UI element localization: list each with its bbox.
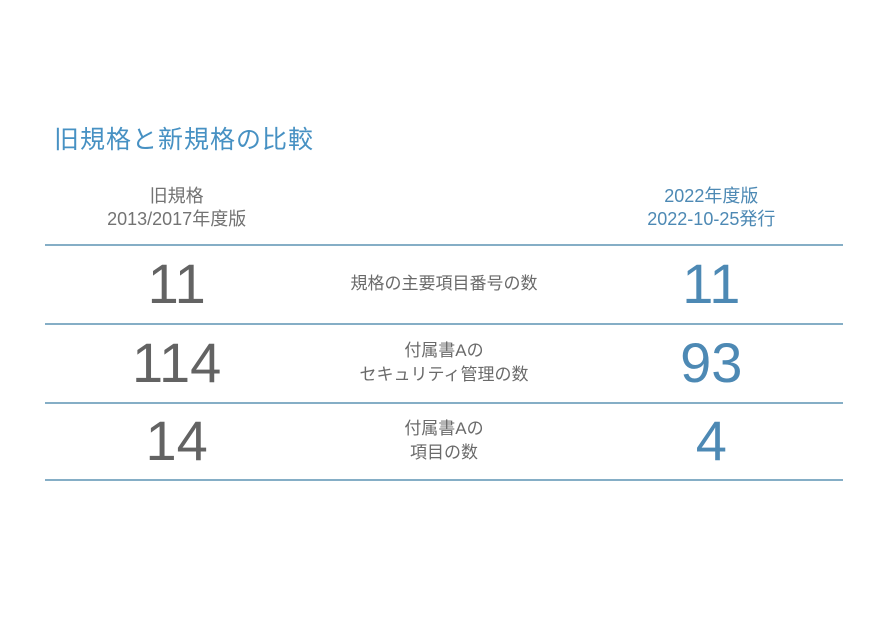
table-row-annex-items: 14 付属書Aの 項目の数 4 [45, 401, 843, 481]
comparison-table: 旧規格 2013/2017年度版 2022年度版 2022-10-25発行 11… [45, 185, 843, 481]
new-annex-items-value: 4 [695, 409, 727, 473]
old-clause-count-value: 11 [147, 252, 206, 316]
old-annex-items-value: 14 [145, 409, 208, 473]
row-label-clause-count: 規格の主要項目番号の数 [350, 273, 538, 293]
new-standard-header: 2022年度版 2022-10-25発行 [647, 186, 776, 230]
row-label-annex-items: 付属書Aの 項目の数 [404, 418, 484, 463]
new-security-controls-value: 93 [680, 331, 743, 395]
page-title: 旧規格と新規格の比較 [54, 126, 315, 154]
old-standard-header: 旧規格 2013/2017年度版 [107, 186, 247, 230]
row-label-security-controls: 付属書Aの セキュリティ管理の数 [359, 340, 529, 385]
table-header-row: 旧規格 2013/2017年度版 2022年度版 2022-10-25発行 [45, 185, 843, 244]
table-row-clause-count: 11 規格の主要項目番号の数 11 [45, 243, 843, 323]
old-security-controls-value: 114 [132, 331, 222, 395]
table-row-security-controls: 114 付属書Aの セキュリティ管理の数 93 [45, 322, 843, 402]
new-clause-count-value: 11 [682, 252, 741, 316]
